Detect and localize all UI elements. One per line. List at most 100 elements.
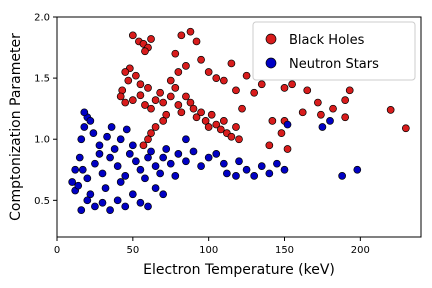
x-tick-label: 200 bbox=[351, 245, 370, 256]
point bbox=[171, 172, 180, 180]
point bbox=[257, 80, 266, 89]
point bbox=[147, 35, 155, 43]
point bbox=[156, 88, 164, 97]
point bbox=[242, 165, 251, 174]
point bbox=[171, 49, 180, 58]
point bbox=[197, 162, 205, 170]
point bbox=[128, 31, 137, 40]
point bbox=[144, 135, 152, 144]
point bbox=[257, 162, 266, 170]
point bbox=[136, 198, 145, 207]
point bbox=[136, 91, 145, 100]
point bbox=[186, 98, 195, 107]
point bbox=[174, 101, 183, 109]
legend-box bbox=[252, 21, 416, 81]
point bbox=[401, 124, 410, 133]
y-tick-label: 1.5 bbox=[34, 74, 50, 85]
point bbox=[242, 71, 251, 80]
point bbox=[147, 129, 155, 137]
point bbox=[166, 76, 175, 85]
point bbox=[159, 153, 168, 162]
point bbox=[250, 88, 259, 97]
point bbox=[166, 92, 175, 101]
x-tick-label: 150 bbox=[275, 245, 294, 256]
y-tick-label: 0.5 bbox=[34, 196, 50, 207]
point bbox=[177, 31, 186, 40]
point bbox=[207, 110, 216, 119]
point bbox=[283, 145, 292, 153]
point bbox=[216, 125, 225, 134]
point bbox=[182, 92, 190, 101]
legend-marker bbox=[265, 33, 277, 45]
point bbox=[113, 196, 122, 205]
point bbox=[128, 96, 137, 104]
legend-label: Black Holes bbox=[289, 33, 365, 48]
point bbox=[338, 172, 346, 180]
point bbox=[212, 120, 221, 129]
point bbox=[159, 190, 168, 199]
point bbox=[159, 98, 168, 107]
point bbox=[189, 147, 198, 156]
point bbox=[182, 157, 190, 166]
point bbox=[189, 104, 198, 113]
point bbox=[89, 129, 98, 137]
point bbox=[151, 184, 160, 192]
point bbox=[147, 147, 155, 156]
point bbox=[232, 123, 240, 131]
point bbox=[235, 135, 243, 144]
point bbox=[265, 141, 274, 150]
point bbox=[128, 190, 137, 199]
point bbox=[122, 125, 131, 134]
point bbox=[91, 159, 99, 168]
point bbox=[314, 98, 322, 107]
point bbox=[345, 86, 354, 95]
plot-frame bbox=[56, 16, 422, 238]
point bbox=[171, 84, 180, 92]
point bbox=[212, 150, 221, 158]
point bbox=[201, 117, 210, 125]
point bbox=[124, 76, 133, 85]
point bbox=[219, 117, 228, 125]
point bbox=[329, 104, 337, 113]
point bbox=[132, 71, 140, 80]
point bbox=[75, 153, 84, 162]
point bbox=[110, 145, 119, 153]
point bbox=[156, 169, 164, 178]
point bbox=[144, 202, 152, 211]
point bbox=[204, 123, 213, 131]
point bbox=[98, 198, 107, 207]
point bbox=[283, 120, 292, 129]
point bbox=[277, 129, 286, 137]
point bbox=[121, 98, 130, 107]
point bbox=[128, 141, 137, 150]
point bbox=[86, 190, 95, 199]
x-tick-label: 0 bbox=[54, 245, 60, 256]
point bbox=[113, 162, 122, 170]
point bbox=[136, 80, 145, 89]
point bbox=[219, 159, 228, 168]
point bbox=[174, 68, 183, 76]
point bbox=[227, 132, 236, 141]
point bbox=[192, 37, 201, 46]
point bbox=[91, 202, 99, 211]
y-axis-label: Comptonization Parameter bbox=[8, 33, 24, 221]
point bbox=[250, 172, 259, 180]
point bbox=[268, 117, 277, 125]
point bbox=[182, 62, 190, 70]
point bbox=[280, 84, 289, 92]
point bbox=[212, 74, 221, 82]
point bbox=[144, 153, 152, 162]
point bbox=[83, 196, 92, 205]
point bbox=[326, 117, 334, 125]
point bbox=[166, 159, 175, 168]
point bbox=[186, 27, 195, 36]
point bbox=[139, 141, 148, 150]
point bbox=[341, 96, 350, 104]
point bbox=[303, 86, 312, 95]
x-tick-label: 50 bbox=[126, 245, 139, 256]
point bbox=[136, 165, 145, 174]
point bbox=[318, 123, 327, 131]
point bbox=[273, 159, 281, 168]
point bbox=[80, 123, 89, 131]
point bbox=[151, 123, 160, 131]
